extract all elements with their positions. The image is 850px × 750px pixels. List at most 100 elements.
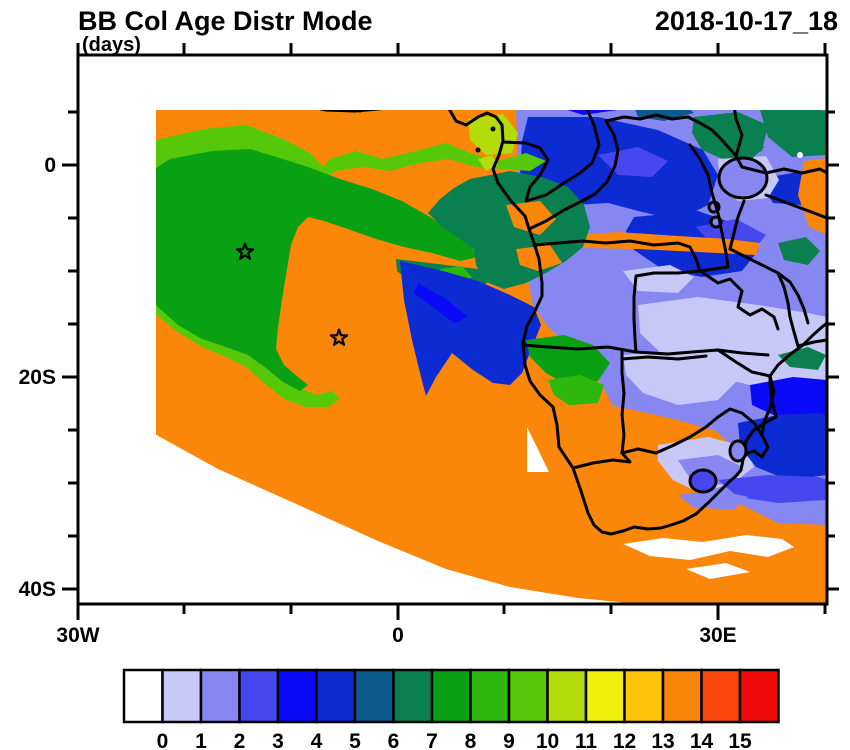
green-core-blob — [156, 149, 478, 391]
seagreen-band-northeast — [760, 110, 827, 157]
lavender-mass-southeast — [638, 297, 827, 400]
border-tanzania-zambia — [728, 247, 810, 325]
blue-band-top — [567, 110, 618, 115]
border-nigeria-cameroon — [487, 55, 508, 107]
x-tick-label: 30W — [56, 624, 99, 647]
border-togo-benin — [412, 55, 417, 101]
colorbar-cell — [353, 668, 395, 724]
plot-units: (days) — [82, 34, 141, 56]
white-wedge-southwest — [156, 434, 638, 604]
plot-title: BB Col Age Distr Mode — [78, 6, 373, 36]
colorbar-cell — [623, 668, 665, 724]
swaziland-ring — [728, 439, 748, 463]
border-botswana-sa — [620, 407, 764, 455]
colorbar-cell — [392, 668, 434, 724]
colorbar-label: 0 — [157, 730, 169, 750]
plot-timestamp: 2018-10-17_18 — [655, 6, 838, 36]
colorbar-cell — [546, 668, 588, 724]
colorbar: 0 1 2 3 4 5 6 7 8 9 10 11 12 13 14 15 — [122, 668, 780, 750]
colorbar-label: 12 — [613, 730, 636, 750]
colorbar-cell — [469, 668, 511, 724]
navy-band-top — [678, 55, 778, 95]
border-drc-east-lakes — [688, 143, 730, 273]
blue-northeast-corner — [766, 55, 827, 105]
border-drc-north — [604, 113, 738, 158]
map-markers — [235, 242, 349, 346]
colorbar-label: 9 — [503, 730, 515, 750]
star-marker-2 — [329, 328, 349, 346]
colorbar-label: 4 — [311, 730, 323, 750]
lavender-northeast — [756, 67, 800, 101]
colorbar-label: 11 — [575, 730, 598, 750]
colorbar-cell — [315, 668, 357, 724]
colorbar-cell — [238, 668, 280, 724]
border-congo-drc-river — [527, 119, 620, 231]
colorbar-cell — [199, 668, 241, 724]
colorbar-label: 3 — [272, 730, 284, 750]
colorbar-label: 7 — [426, 730, 438, 750]
y-tick-label: 40S — [19, 578, 56, 601]
border-orange-river — [571, 451, 632, 470]
x-tick-label: 30E — [699, 624, 736, 647]
y-tick-label: 0 — [44, 154, 56, 177]
steel-bits-top — [635, 110, 694, 121]
border-caprivi — [620, 354, 708, 361]
blueviolet-band-se — [718, 475, 827, 503]
lavender-bit-top — [346, 55, 386, 73]
border-zimbabwe-mozambique — [742, 374, 776, 459]
yellowgreen-patch-cameroon — [468, 114, 518, 155]
x-tick-label: 0 — [392, 624, 404, 647]
colorbar-cell — [584, 668, 626, 724]
teal-patch-corner — [78, 61, 106, 85]
y-tick-label: 20S — [19, 366, 56, 389]
border-kenya-tanzania — [764, 193, 829, 220]
white-speck-east — [797, 152, 803, 158]
coastline-africa — [318, 110, 829, 536]
white-patch-south-coast-2 — [686, 563, 750, 579]
border-drc-angola — [532, 239, 702, 273]
colorbar-label: 13 — [651, 730, 674, 750]
border-top-1 — [634, 55, 668, 105]
white-patch-south-coast — [623, 535, 794, 560]
border-lake-malawi — [776, 271, 800, 348]
blue-streak-in-wedge — [414, 283, 468, 323]
colorbar-cell — [738, 668, 780, 724]
colorbar-cell — [161, 668, 203, 724]
colorbar-label: 2 — [234, 730, 246, 750]
orange-south-africa — [546, 403, 736, 513]
colorbar-cell — [276, 668, 318, 724]
island-dot-2 — [475, 147, 481, 153]
seagreen-spot-east-1 — [718, 132, 764, 161]
lesotho-ring — [688, 468, 718, 494]
blueviolet-patch-1 — [598, 147, 668, 177]
white-notch-walvis — [527, 427, 549, 472]
lavender-patch-botswana — [623, 350, 738, 405]
border-zambezi — [716, 348, 772, 378]
seagreen-spot-east-2 — [778, 237, 820, 265]
green2-patch-namibia — [548, 375, 604, 407]
border-benin-nigeria — [424, 55, 428, 98]
border-uganda-kenya — [734, 154, 829, 175]
colorbar-label: 8 — [465, 730, 477, 750]
colorbar-label: 14 — [690, 730, 714, 750]
border-ghana-togo — [400, 55, 405, 103]
colorbar-cell — [661, 668, 703, 724]
border-angola-namibia — [521, 343, 770, 357]
map-frame — [76, 53, 829, 606]
border-namibia-botswana — [620, 350, 626, 455]
lake-victoria-ring — [717, 156, 769, 200]
map-area — [78, 55, 829, 604]
border-angola-zambia — [632, 269, 702, 354]
border-cotedivoire-ghana — [358, 110, 362, 113]
island-dot-1 — [490, 126, 496, 132]
colorbar-cell — [507, 668, 549, 724]
colorbar-label: 10 — [536, 730, 559, 750]
colorbar-label: 15 — [728, 730, 752, 750]
star-marker-1 — [235, 242, 255, 260]
colorbar-label: 6 — [388, 730, 400, 750]
colorbar-label: 5 — [349, 730, 361, 750]
border-congo-cameroon — [524, 110, 601, 203]
border-cameroon-gabon — [501, 140, 550, 203]
